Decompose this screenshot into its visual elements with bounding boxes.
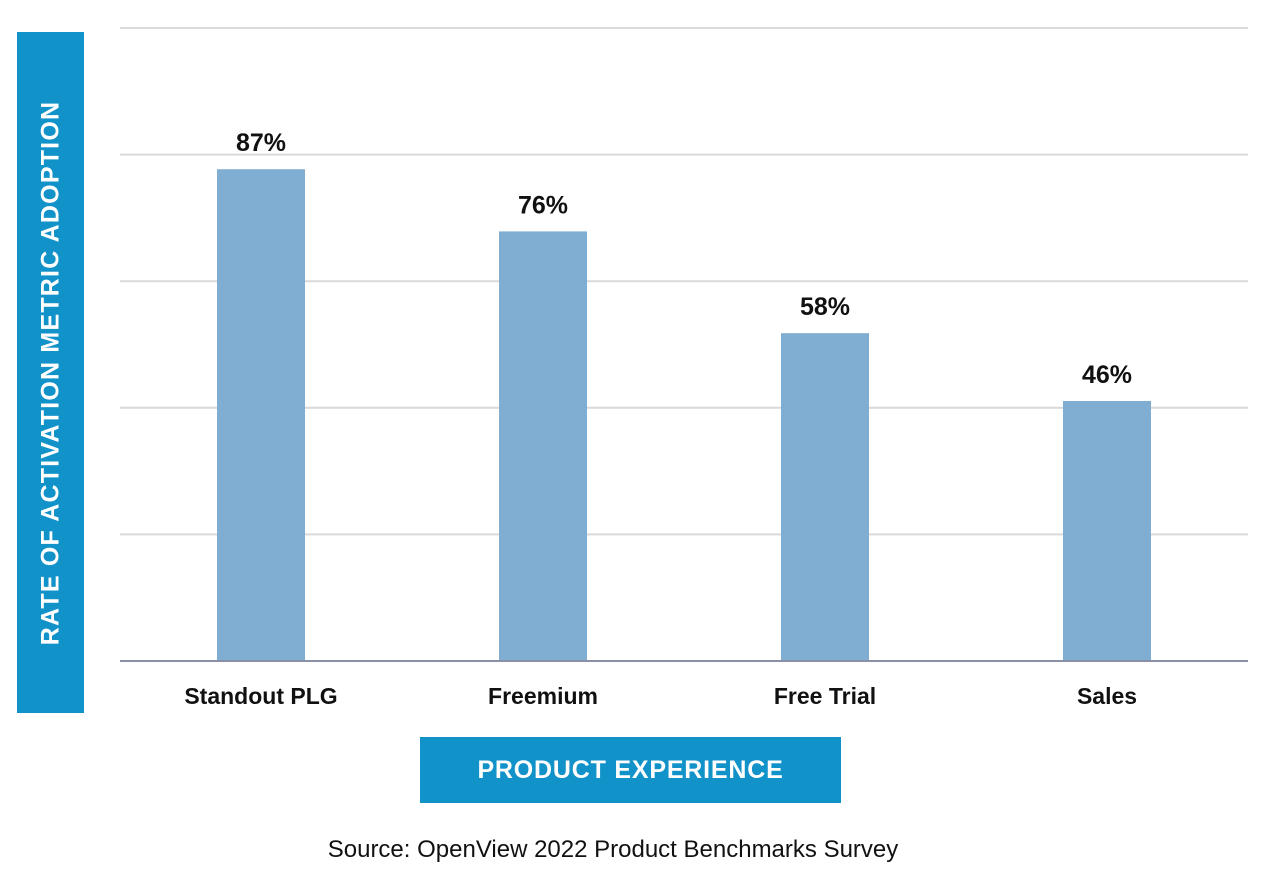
bar-freemium bbox=[499, 231, 587, 661]
value-label: 46% bbox=[1082, 361, 1132, 389]
value-label: 58% bbox=[800, 293, 850, 321]
gridlines bbox=[120, 27, 1248, 536]
source-note: Source: OpenView 2022 Product Benchmarks… bbox=[327, 836, 899, 863]
value-label: 87% bbox=[236, 129, 286, 157]
y-axis-label-box: RATE OF ACTIVATION METRIC ADOPTION bbox=[17, 32, 84, 713]
category-label: Standout PLG bbox=[184, 683, 337, 709]
category-label: Freemium bbox=[488, 683, 598, 709]
bar-standout-plg bbox=[217, 169, 305, 661]
bar-free-trial bbox=[781, 333, 869, 661]
category-label: Sales bbox=[1077, 683, 1137, 709]
bar-sales bbox=[1063, 400, 1151, 661]
bars bbox=[217, 169, 1151, 661]
x-axis-label-box: PRODUCT EXPERIENCE bbox=[420, 737, 841, 803]
category-label: Free Trial bbox=[774, 683, 876, 709]
labels: 87% Standout PLG 76% Freemium 58% Free Trial 4… bbox=[184, 129, 1137, 709]
value-label: 76% bbox=[518, 191, 568, 219]
x-axis-label: PRODUCT EXPERIENCE bbox=[477, 755, 784, 784]
